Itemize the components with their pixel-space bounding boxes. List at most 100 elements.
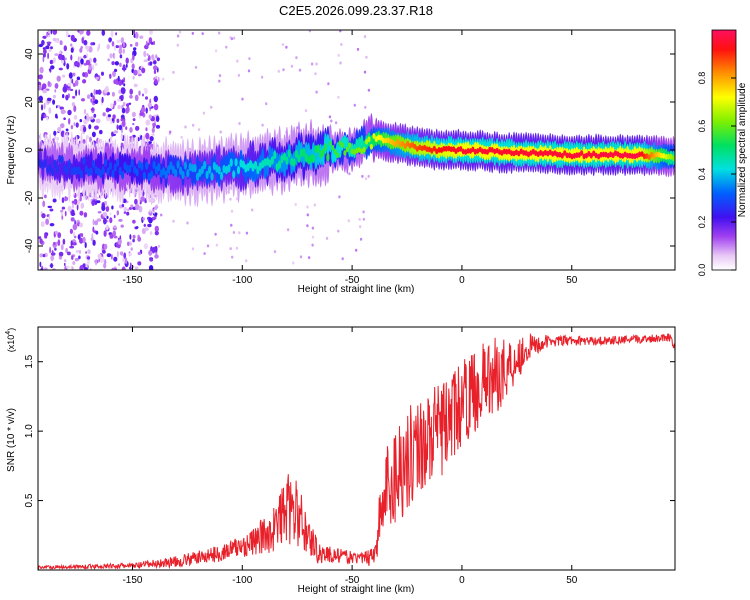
- heatmap-cell: [74, 257, 79, 262]
- heatmap-cell: [401, 140, 405, 147]
- heatmap-cell: [106, 253, 112, 258]
- heatmap-cell: [654, 151, 659, 158]
- heatmap-cell: [129, 136, 134, 139]
- heatmap-cell: [287, 149, 291, 158]
- heatmap-cell: [350, 148, 354, 155]
- heatmap-cell: [145, 127, 148, 132]
- heatmap-cell: [113, 256, 118, 262]
- heatmap-cell: [107, 114, 111, 118]
- heatmap-cell: [111, 61, 115, 66]
- heatmap-cell: [125, 107, 129, 114]
- figure-title: C2E5.2026.099.23.37.R18: [279, 3, 433, 18]
- heatmap-cell: [232, 231, 236, 234]
- heatmap-cell: [140, 107, 146, 113]
- heatmap-cell: [669, 153, 673, 160]
- heatmap-cell: [77, 166, 81, 175]
- heatmap-cell: [500, 150, 504, 156]
- heatmap-cell: [88, 124, 92, 130]
- heatmap-cell: [143, 87, 147, 92]
- heatmap-cell: [111, 118, 114, 122]
- heatmap-cell: [367, 174, 370, 178]
- heatmap-cell: [198, 168, 202, 178]
- heatmap-cell: [86, 46, 89, 53]
- heatmap-cell: [365, 55, 368, 59]
- heatmap-cell: [263, 158, 267, 167]
- heatmap-cell: [337, 229, 340, 233]
- y-tick-label: 40: [24, 48, 35, 60]
- heatmap-cell: [72, 242, 77, 246]
- heatmap-cell: [238, 122, 241, 125]
- heatmap-cell: [355, 248, 358, 252]
- heatmap-cell: [48, 215, 51, 220]
- heatmap-cell: [121, 266, 126, 270]
- heatmap-cell: [85, 135, 89, 140]
- heatmap-cell: [65, 30, 69, 37]
- heatmap-cell: [285, 45, 288, 49]
- heatmap-cell: [220, 171, 224, 181]
- heatmap-cell: [638, 151, 642, 158]
- heatmap-cell: [56, 75, 61, 82]
- heatmap-cell: [57, 239, 61, 247]
- heatmap-cell: [116, 39, 121, 44]
- heatmap-cell: [241, 160, 245, 169]
- heatmap-cell: [311, 154, 315, 163]
- heatmap-cell: [67, 205, 72, 212]
- heatmap-cell: [307, 256, 311, 260]
- heatmap-cell: [114, 61, 119, 66]
- heatmap-cell: [360, 135, 364, 150]
- heatmap-cell: [229, 197, 232, 201]
- heatmap-cell: [481, 148, 485, 155]
- heatmap-cell: [652, 153, 656, 160]
- heatmap-cell: [306, 213, 309, 217]
- heatmap-cell: [42, 35, 47, 39]
- heatmap-cell: [155, 75, 158, 79]
- heatmap-cell: [137, 261, 142, 266]
- heatmap-cell: [60, 123, 65, 129]
- heatmap-cell: [635, 152, 639, 159]
- heatmap-cell: [66, 251, 71, 256]
- heatmap-cell: [169, 130, 172, 134]
- heatmap-cell: [150, 41, 154, 45]
- heatmap-cell: [200, 165, 204, 175]
- heatmap-cell: [103, 230, 107, 237]
- heatmap-cell: [61, 74, 66, 78]
- heatmap-cell: [80, 125, 84, 130]
- heatmap-cell: [166, 165, 171, 174]
- heatmap-cell: [45, 33, 48, 38]
- heatmap-cell: [58, 53, 63, 61]
- heatmap-cell: [148, 114, 152, 119]
- heatmap-cell: [415, 146, 419, 152]
- heatmap-cell: [40, 221, 45, 228]
- heatmap-cell: [505, 148, 509, 155]
- heatmap-cell: [313, 203, 316, 207]
- colorbar-label: Normalized spectral amplitude: [737, 82, 748, 217]
- heatmap-cell: [50, 46, 53, 50]
- heatmap-cell: [71, 266, 74, 270]
- snr-x-label: Height of straight line (km): [298, 584, 415, 595]
- heatmap-cell: [94, 165, 98, 175]
- heatmap-cell: [249, 160, 253, 169]
- heatmap-cell: [510, 150, 514, 157]
- heatmap-cell: [132, 54, 135, 61]
- heatmap-cell: [120, 94, 124, 102]
- heatmap-cell: [153, 60, 157, 65]
- heatmap-cell: [134, 198, 138, 205]
- heatmap-cell: [120, 87, 126, 95]
- heatmap-cell: [106, 167, 110, 176]
- heatmap-cell: [71, 102, 75, 107]
- heatmap-cell: [183, 161, 187, 170]
- heatmap-cell: [62, 94, 65, 99]
- heatmap-cell: [109, 217, 113, 224]
- heatmap-cell: [497, 149, 502, 155]
- heatmap-cell: [315, 62, 318, 66]
- heatmap-cell: [87, 258, 90, 265]
- heatmap-cell: [618, 152, 622, 159]
- heatmap-cell: [546, 150, 550, 157]
- heatmap-cell: [137, 236, 142, 242]
- heatmap-cell: [449, 146, 453, 153]
- heatmap-cell: [365, 138, 369, 145]
- heatmap-cell: [247, 69, 251, 73]
- heatmap-cell: [99, 151, 103, 173]
- heatmap-cell: [461, 148, 465, 155]
- heatmap-cell: [398, 141, 402, 148]
